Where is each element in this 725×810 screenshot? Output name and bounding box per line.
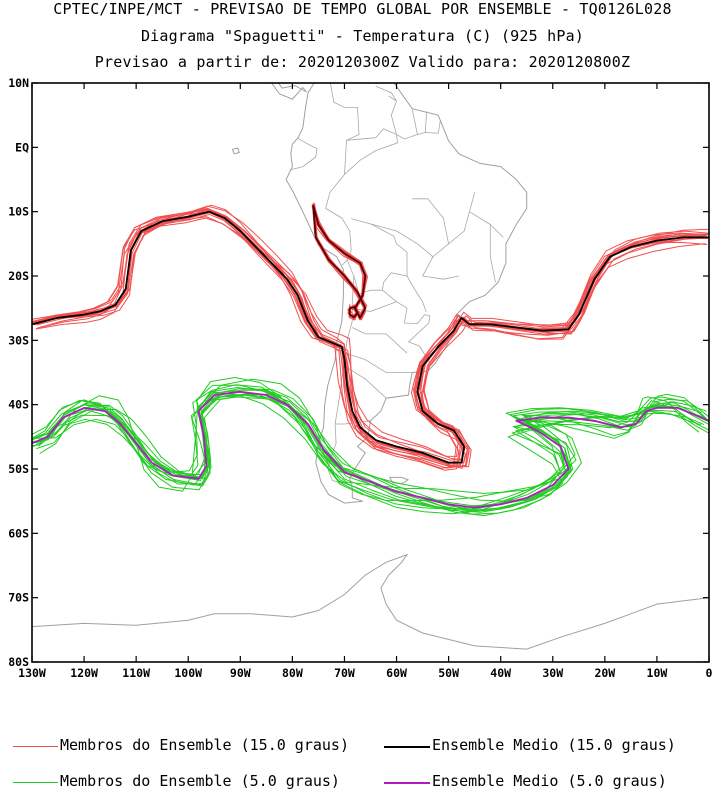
legend-label-member15: Membros do Ensemble (15.0 graus) [60, 736, 349, 754]
y-tick-label: 20S [8, 269, 29, 283]
legend-label-mean15: Ensemble Medio (15.0 graus) [432, 736, 676, 754]
y-tick-label: 10S [8, 205, 29, 219]
country-border-10 [388, 95, 397, 102]
country-border-11 [411, 109, 418, 135]
x-tick-label: 80W [282, 666, 303, 680]
country-border-8 [408, 314, 431, 342]
country-border-18 [412, 198, 449, 244]
country-border-23 [345, 352, 413, 373]
country-border-15 [421, 256, 460, 280]
chart-run-info: Previsao a partir de: 2020120300Z Valido… [94, 53, 631, 71]
map-layer [32, 0, 709, 650]
y-tick-label: 50S [8, 462, 29, 476]
coastline-antarctica [32, 553, 709, 650]
y-tick-label: 40S [8, 398, 29, 412]
ensemble-mean-mean5-0 [32, 390, 709, 509]
plot-frame [31, 82, 710, 663]
coastline-falklands [388, 476, 410, 485]
country-border-21 [352, 327, 408, 354]
x-tick-label: 100W [174, 666, 202, 680]
ensemble-member-member5-0-12 [32, 384, 709, 510]
country-border-13 [344, 128, 399, 175]
ensemble-member-member15-0-12 [33, 217, 708, 464]
x-tick-label: 20W [594, 666, 615, 680]
ensemble-member-member5-0-1 [32, 394, 709, 513]
x-tick-label: 0 [706, 666, 713, 680]
ensemble-member-member5-0-5 [32, 393, 702, 512]
chart-title: CPTEC/INPE/MCT - PREVISAO DE TEMPO GLOBA… [53, 0, 672, 18]
coastline-central-america [270, 83, 307, 100]
country-border-3 [346, 218, 408, 295]
series-layer [32, 202, 709, 517]
legend-label-member5: Membros do Ensemble (5.0 graus) [60, 772, 340, 790]
country-border-17 [489, 224, 496, 283]
country-border-5 [382, 289, 426, 325]
x-tick-label: 90W [230, 666, 251, 680]
country-border-22 [352, 301, 397, 312]
x-tick-label: 130W [18, 666, 46, 680]
legend: Membros do Ensemble (15.0 graus) Ensembl… [0, 730, 725, 810]
y-tick-label: 60S [8, 526, 29, 540]
country-border-9 [375, 85, 441, 140]
ensemble-member-member5-0-8 [32, 389, 709, 515]
legend-label-mean5: Ensemble Medio (5.0 graus) [432, 772, 667, 790]
legend-swatch-mean15 [384, 746, 430, 748]
country-border-16 [469, 211, 504, 238]
ensemble-member-member5-0-10 [39, 396, 709, 512]
ensemble-member-member5-0-9 [32, 384, 709, 507]
ensemble-member-member5-0-11 [32, 387, 709, 510]
x-tick-label: 30W [542, 666, 563, 680]
x-tick-label: 50W [438, 666, 459, 680]
y-tick-label: 10N [8, 76, 29, 90]
ensemble-member-member5-0-7 [32, 393, 705, 508]
x-tick-label: 40W [490, 666, 511, 680]
legend-swatch-member5 [13, 782, 58, 783]
y-tick-label: 80S [8, 655, 29, 669]
country-border-12 [424, 111, 428, 133]
country-border-4 [327, 275, 355, 486]
ensemble-member-member5-0-13 [34, 391, 699, 494]
coastline-galapagos [231, 147, 240, 155]
ensemble-mean-mean15-0 [32, 210, 709, 464]
country-border-0 [330, 83, 360, 175]
coastline-caribbean [266, 0, 375, 32]
x-tick-label: 120W [70, 666, 98, 680]
ensemble-member-member5-0-14 [32, 378, 700, 502]
spaghetti-chart: 130W 120W 110W 100W 90W 80W 70W 60W 50W 40W 30W 20W… [8, 0, 712, 680]
country-border-6 [406, 275, 427, 313]
x-tick-label: 110W [122, 666, 150, 680]
country-border-14 [370, 192, 476, 258]
country-border-1 [290, 137, 318, 171]
y-tick-label: EQ [15, 140, 29, 154]
ensemble-mean-andes15-1 [348, 306, 359, 319]
axis-layer: 130W 120W 110W 100W 90W 80W 70W 60W 50W 40W 30W 20W… [8, 76, 712, 680]
x-tick-label: 60W [386, 666, 407, 680]
legend-swatch-mean5 [384, 782, 430, 784]
y-tick-label: 30S [8, 333, 29, 347]
x-tick-label: 70W [334, 666, 355, 680]
legend-swatch-member15 [13, 746, 58, 747]
y-tick-label: 70S [8, 591, 29, 605]
chart-subtitle: Diagrama "Spaguetti" - Temperatura (C) (… [140, 27, 585, 45]
ensemble-member-member15-0-8 [36, 205, 707, 468]
x-tick-label: 10W [647, 666, 668, 680]
